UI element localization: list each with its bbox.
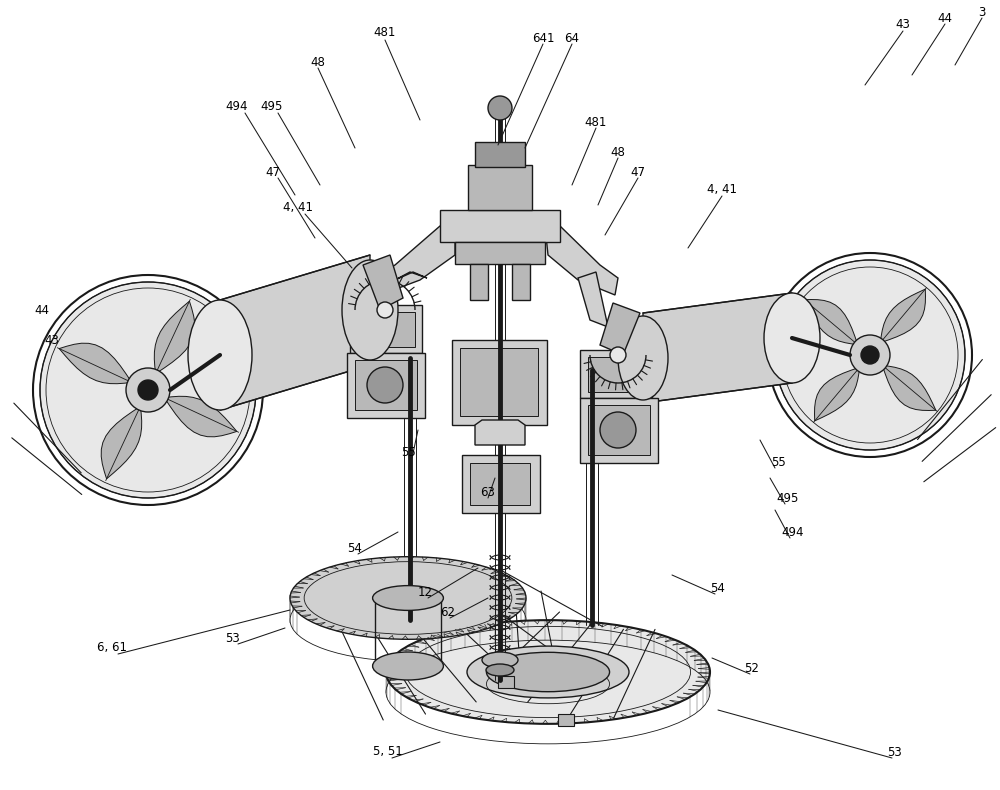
Polygon shape [59,343,132,384]
Text: 495: 495 [777,491,799,505]
Text: 62: 62 [440,605,456,619]
Text: 3: 3 [978,6,986,18]
Text: 4, 41: 4, 41 [707,183,737,197]
Text: 494: 494 [226,100,248,114]
Polygon shape [643,293,792,403]
Ellipse shape [373,652,443,680]
Text: 63: 63 [481,486,495,498]
Bar [455,242,545,264]
Bar [475,142,525,167]
Circle shape [488,96,512,120]
Polygon shape [600,303,640,355]
Bar [357,312,415,347]
Bar [355,360,417,410]
Text: 6, 61: 6, 61 [97,641,127,654]
Text: 53: 53 [888,746,902,758]
Text: 12: 12 [418,585,432,599]
Text: 4, 41: 4, 41 [283,201,313,215]
Ellipse shape [764,293,820,383]
Polygon shape [475,420,525,445]
Polygon shape [164,397,237,437]
Circle shape [600,412,636,448]
Circle shape [377,302,393,318]
Bar [498,676,514,688]
Text: 55: 55 [401,446,415,458]
Ellipse shape [342,260,398,360]
Ellipse shape [486,664,514,676]
Bar [558,714,574,726]
Circle shape [126,368,170,412]
Polygon shape [101,406,142,479]
Text: 44: 44 [34,303,50,317]
Bar [470,264,488,300]
Polygon shape [578,272,608,327]
Bar [350,305,422,353]
Text: 64: 64 [564,32,580,44]
Polygon shape [882,365,936,411]
Circle shape [850,335,890,375]
Bar [440,210,560,242]
Circle shape [367,367,403,403]
Circle shape [861,346,879,364]
Text: 54: 54 [711,581,725,595]
Circle shape [138,380,158,400]
Ellipse shape [386,620,710,724]
Circle shape [775,260,965,450]
Ellipse shape [188,300,252,410]
Text: 5, 51: 5, 51 [373,746,403,758]
Text: 47: 47 [631,165,646,179]
Bar [512,264,530,300]
Circle shape [40,282,256,498]
Bar [580,350,652,398]
Text: 48: 48 [311,55,325,69]
Bar [462,455,540,513]
Polygon shape [375,226,455,295]
Ellipse shape [486,653,610,692]
Text: 481: 481 [585,115,607,129]
Text: 48: 48 [611,145,625,159]
Text: 47: 47 [266,165,280,179]
Polygon shape [620,320,638,380]
Bar [452,340,547,425]
Bar [588,405,650,455]
Text: 641: 641 [532,32,554,44]
Bar [470,463,530,505]
Text: 43: 43 [896,18,910,32]
Polygon shape [370,290,380,355]
Text: 481: 481 [374,25,396,39]
Text: 55: 55 [771,456,785,468]
Ellipse shape [373,585,443,611]
Polygon shape [220,255,370,410]
Text: 494: 494 [782,525,804,539]
Ellipse shape [290,557,526,639]
Ellipse shape [618,316,668,400]
Polygon shape [815,367,860,421]
Polygon shape [154,301,195,374]
Circle shape [610,347,626,363]
Polygon shape [880,289,925,343]
Bar [347,353,425,418]
Bar [460,348,538,416]
Polygon shape [804,299,858,344]
Polygon shape [545,226,618,295]
Text: 43: 43 [45,333,59,347]
Text: 495: 495 [261,100,283,114]
Bar [588,357,646,392]
Bar [468,165,532,210]
Text: 52: 52 [745,661,759,675]
Text: 44: 44 [938,12,952,24]
Polygon shape [363,255,403,310]
Ellipse shape [482,652,518,668]
Text: 54: 54 [348,541,362,555]
Ellipse shape [467,646,629,698]
Polygon shape [395,272,427,280]
Bar [580,398,658,463]
Text: 53: 53 [225,631,239,645]
